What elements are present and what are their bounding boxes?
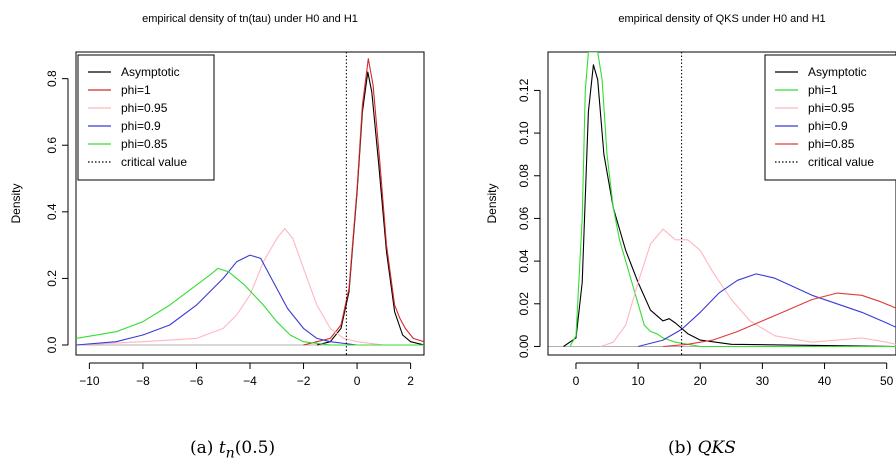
y-tick-label: 0.0 — [45, 336, 59, 353]
caption-b-prefix: (b) — [668, 438, 698, 458]
chart-a: empirical density of tn(tau) under H0 an… — [9, 13, 425, 388]
legend-label-phi-0-9: phi=0.9 — [808, 119, 848, 133]
x-tick-label: 20 — [694, 374, 708, 388]
plot-frame — [75, 51, 425, 356]
plot-area — [563, 52, 896, 355]
legend-label-critical-value: critical value — [808, 155, 874, 169]
series-line-phi-0-95 — [600, 228, 896, 348]
plot-area — [76, 52, 424, 355]
x-tick-label: 0 — [573, 374, 580, 388]
y-tick-label: 0.12 — [517, 78, 531, 102]
legend-label-phi-1: phi=1 — [808, 83, 838, 97]
legend-label-phi-0-95: phi=0.95 — [121, 101, 168, 115]
chart-b: empirical density of QKS under H0 and H1… — [485, 13, 896, 388]
legend-box — [764, 54, 896, 181]
y-tick-label: 0.08 — [517, 164, 531, 188]
series-line-phi-1 — [303, 58, 424, 346]
y-tick-label: 0.2 — [45, 270, 59, 287]
legend-label-phi-0-9: phi=0.9 — [121, 119, 161, 133]
legend: Asymptotic phi=1 phi=0.95 phi=0.9 phi=0.85 cr… — [77, 54, 215, 181]
y-axis-label: Density — [485, 183, 499, 223]
x-tick-label: −4 — [243, 374, 257, 388]
y-tick-label: 0.10 — [517, 121, 531, 145]
x-tick-label: 0 — [354, 374, 361, 388]
y-axis-label: Density — [9, 183, 23, 223]
x-tick-label: 50 — [880, 374, 894, 388]
y-tick-label: 0.6 — [45, 137, 59, 154]
series-line-phi-0-9 — [637, 273, 896, 348]
caption-a-math: t — [218, 438, 226, 458]
legend-label-critical-value: critical value — [121, 155, 187, 169]
series-line-phi-0-9 — [76, 254, 424, 346]
x-tick-label: 10 — [631, 374, 645, 388]
caption-b-math: QKS — [697, 438, 736, 458]
y-tick-label: 0.04 — [517, 249, 531, 273]
legend-label-phi-1: phi=1 — [121, 83, 151, 97]
legend-label-asymptotic: Asymptotic — [121, 65, 180, 79]
x-tick-label: −6 — [190, 374, 204, 388]
series-line-phi-1 — [569, 52, 896, 348]
x-tick-label: −2 — [297, 374, 311, 388]
chart-title: empirical density of QKS under H0 and H1 — [618, 13, 825, 25]
y-tick-label: 0.00 — [517, 334, 531, 358]
caption-a: (a) tn(0.5) — [190, 438, 275, 461]
series-line-asymptotic — [316, 71, 424, 346]
legend-label-asymptotic: Asymptotic — [808, 65, 867, 79]
x-tick-label: −8 — [136, 374, 150, 388]
y-tick-label: 0.8 — [45, 70, 59, 87]
x-tick-label: −10 — [79, 374, 100, 388]
series-line-asymptotic — [563, 64, 896, 348]
series-line-phi-0-85 — [76, 267, 424, 346]
legend-label-phi-0-95: phi=0.95 — [808, 101, 855, 115]
chart-title: empirical density of tn(tau) under H0 an… — [142, 13, 358, 25]
legend-label-phi-0-85: phi=0.85 — [808, 137, 855, 151]
x-tick-label: 40 — [818, 374, 832, 388]
legend-label-phi-0-85: phi=0.85 — [121, 137, 168, 151]
series-line-phi-0-95 — [76, 227, 424, 346]
legend-box — [77, 54, 215, 181]
y-tick-label: 0.06 — [517, 206, 531, 230]
series-line-phi-0-85 — [662, 292, 896, 348]
caption-a-sub: n — [225, 445, 235, 462]
caption-a-prefix: (a) — [190, 438, 219, 458]
caption-b: (b) QKS — [668, 438, 736, 458]
y-tick-label: 0.02 — [517, 292, 531, 316]
legend: Asymptotic phi=1 phi=0.95 phi=0.9 phi=0.85 cr… — [764, 54, 896, 181]
x-tick-label: 30 — [756, 374, 770, 388]
x-tick-label: 2 — [407, 374, 414, 388]
plot-frame — [547, 51, 896, 356]
y-tick-label: 0.4 — [45, 203, 59, 220]
caption-a-suffix: (0.5) — [234, 438, 276, 458]
